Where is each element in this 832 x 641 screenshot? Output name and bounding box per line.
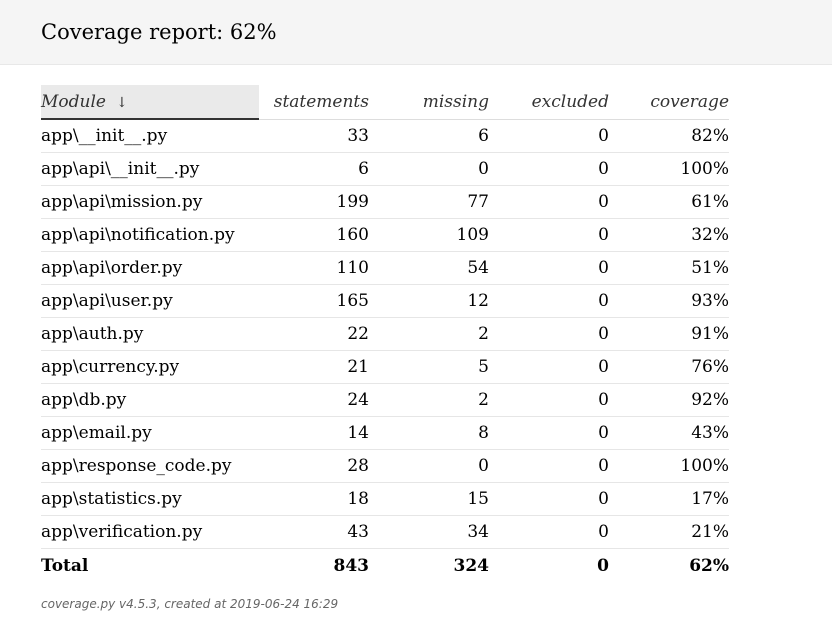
coverage-cell: 32% bbox=[609, 218, 729, 252]
column-header-missing[interactable]: missing bbox=[369, 85, 489, 120]
column-header-module-label: Module bbox=[41, 91, 106, 112]
excluded-cell: 0 bbox=[489, 185, 609, 219]
excluded-cell: 0 bbox=[489, 218, 609, 252]
statements-cell: 6 bbox=[259, 152, 369, 186]
missing-cell: 15 bbox=[369, 482, 489, 516]
missing-cell: 6 bbox=[369, 119, 489, 153]
missing-cell: 8 bbox=[369, 416, 489, 450]
statements-cell: 14 bbox=[259, 416, 369, 450]
total-coverage: 62% bbox=[689, 556, 729, 576]
excluded-cell: 0 bbox=[489, 350, 609, 384]
table-row[interactable]: app\db.py 24 2 0 92% bbox=[41, 383, 729, 417]
module-link[interactable]: app\auth.py bbox=[41, 317, 259, 351]
report-footer: coverage.py v4.5.3, created at 2019-06-2… bbox=[41, 597, 339, 611]
module-link[interactable]: app\currency.py bbox=[41, 350, 259, 384]
coverage-cell: 100% bbox=[609, 449, 729, 483]
missing-cell: 2 bbox=[369, 383, 489, 417]
table-row[interactable]: app\currency.py 21 5 0 76% bbox=[41, 350, 729, 384]
coverage-cell: 93% bbox=[609, 284, 729, 318]
excluded-cell: 0 bbox=[489, 284, 609, 318]
coverage-cell: 43% bbox=[609, 416, 729, 450]
table-row[interactable]: app\verification.py 43 34 0 21% bbox=[41, 515, 729, 549]
table-row[interactable]: app\auth.py 22 2 0 91% bbox=[41, 317, 729, 351]
module-link[interactable]: app\api\order.py bbox=[41, 251, 259, 285]
module-link[interactable]: app\statistics.py bbox=[41, 482, 259, 516]
page-title: Coverage report: 62% bbox=[41, 20, 277, 44]
missing-cell: 5 bbox=[369, 350, 489, 384]
table-row[interactable]: app\api\order.py 110 54 0 51% bbox=[41, 251, 729, 285]
coverage-table: Module ↓ statements missing excluded cove… bbox=[41, 85, 729, 583]
total-excluded: 0 bbox=[597, 556, 609, 576]
module-link[interactable]: app\verification.py bbox=[41, 515, 259, 549]
total-row: Total 843 324 0 62% bbox=[41, 549, 729, 584]
excluded-cell: 0 bbox=[489, 416, 609, 450]
statements-cell: 24 bbox=[259, 383, 369, 417]
statements-cell: 165 bbox=[259, 284, 369, 318]
table-row[interactable]: app\api\mission.py 199 77 0 61% bbox=[41, 185, 729, 219]
column-header-coverage[interactable]: coverage bbox=[609, 85, 729, 120]
excluded-cell: 0 bbox=[489, 449, 609, 483]
missing-cell: 77 bbox=[369, 185, 489, 219]
coverage-cell: 91% bbox=[609, 317, 729, 351]
coverage-cell: 21% bbox=[609, 515, 729, 549]
statements-cell: 28 bbox=[259, 449, 369, 483]
missing-cell: 54 bbox=[369, 251, 489, 285]
total-missing: 324 bbox=[453, 556, 490, 576]
total-label: Total bbox=[41, 556, 89, 576]
report-content: Module ↓ statements missing excluded cove… bbox=[0, 65, 832, 583]
module-link[interactable]: app\api\mission.py bbox=[41, 185, 259, 219]
missing-cell: 2 bbox=[369, 317, 489, 351]
statements-cell: 160 bbox=[259, 218, 369, 252]
missing-cell: 0 bbox=[369, 152, 489, 186]
table-header-row: Module ↓ statements missing excluded cove… bbox=[41, 85, 729, 120]
sort-descending-icon: ↓ bbox=[115, 94, 128, 111]
excluded-cell: 0 bbox=[489, 152, 609, 186]
coverage-cell: 51% bbox=[609, 251, 729, 285]
coverage-cell: 100% bbox=[609, 152, 729, 186]
missing-cell: 34 bbox=[369, 515, 489, 549]
statements-cell: 18 bbox=[259, 482, 369, 516]
statements-cell: 43 bbox=[259, 515, 369, 549]
statements-cell: 33 bbox=[259, 119, 369, 153]
module-link[interactable]: app\api\user.py bbox=[41, 284, 259, 318]
coverage-cell: 76% bbox=[609, 350, 729, 384]
table-body: app\__init__.py 33 6 0 82% app\api\__init__.p… bbox=[41, 119, 729, 549]
table-row[interactable]: app\__init__.py 33 6 0 82% bbox=[41, 119, 729, 153]
excluded-cell: 0 bbox=[489, 482, 609, 516]
excluded-cell: 0 bbox=[489, 251, 609, 285]
table-row[interactable]: app\statistics.py 18 15 0 17% bbox=[41, 482, 729, 516]
table-row[interactable]: app\api\user.py 165 12 0 93% bbox=[41, 284, 729, 318]
table-row[interactable]: app\api\__init__.py 6 0 0 100% bbox=[41, 152, 729, 186]
statements-cell: 110 bbox=[259, 251, 369, 285]
column-header-excluded[interactable]: excluded bbox=[489, 85, 609, 120]
table-row[interactable]: app\email.py 14 8 0 43% bbox=[41, 416, 729, 450]
statements-cell: 22 bbox=[259, 317, 369, 351]
statements-cell: 21 bbox=[259, 350, 369, 384]
coverage-cell: 82% bbox=[609, 119, 729, 153]
missing-cell: 12 bbox=[369, 284, 489, 318]
coverage-cell: 61% bbox=[609, 185, 729, 219]
table-row[interactable]: app\response_code.py 28 0 0 100% bbox=[41, 449, 729, 483]
excluded-cell: 0 bbox=[489, 317, 609, 351]
module-link[interactable]: app\email.py bbox=[41, 416, 259, 450]
excluded-cell: 0 bbox=[489, 515, 609, 549]
table-row[interactable]: app\api\notification.py 160 109 0 32% bbox=[41, 218, 729, 252]
module-link[interactable]: app\response_code.py bbox=[41, 449, 259, 483]
missing-cell: 0 bbox=[369, 449, 489, 483]
excluded-cell: 0 bbox=[489, 383, 609, 417]
module-link[interactable]: app\api\notification.py bbox=[41, 218, 259, 252]
module-link[interactable]: app\__init__.py bbox=[41, 119, 259, 153]
statements-cell: 199 bbox=[259, 185, 369, 219]
module-link[interactable]: app\db.py bbox=[41, 383, 259, 417]
coverage-cell: 92% bbox=[609, 383, 729, 417]
missing-cell: 109 bbox=[369, 218, 489, 252]
column-header-module[interactable]: Module ↓ bbox=[41, 85, 259, 120]
column-header-statements[interactable]: statements bbox=[259, 85, 369, 120]
coverage-cell: 17% bbox=[609, 482, 729, 516]
total-statements: 843 bbox=[333, 556, 370, 576]
excluded-cell: 0 bbox=[489, 119, 609, 153]
module-link[interactable]: app\api\__init__.py bbox=[41, 152, 259, 186]
report-header: Coverage report: 62% bbox=[0, 0, 832, 65]
